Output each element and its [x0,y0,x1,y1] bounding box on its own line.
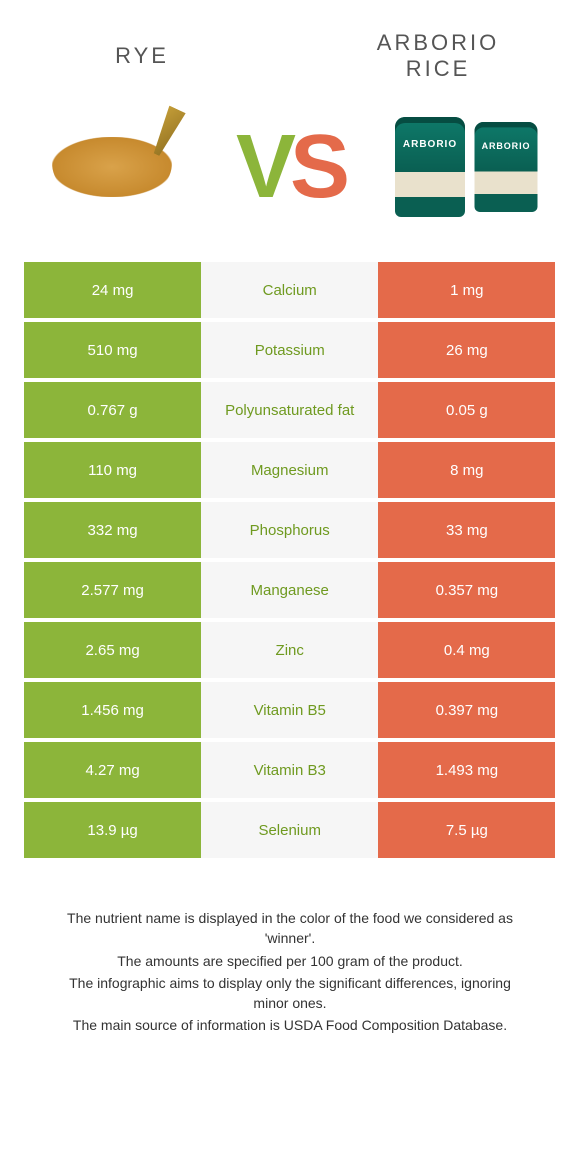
vs-s: S [290,117,344,217]
rice-bag-icon [395,117,465,217]
right-food-title: ARBORIO RICE [348,30,528,82]
nutrient-name: Calcium [201,262,378,318]
table-row: 24 mgCalcium1 mg [24,262,556,318]
table-row: 2.65 mgZinc0.4 mg [24,622,556,678]
vs-label: VS [236,116,344,219]
footnote-line: The main source of information is USDA F… [56,1015,524,1035]
nutrient-name: Potassium [201,322,378,378]
left-value: 2.65 mg [24,622,201,678]
rye-icon [52,137,172,197]
left-value: 24 mg [24,262,201,318]
nutrient-name: Vitamin B3 [201,742,378,798]
nutrient-name: Zinc [201,622,378,678]
footnotes: The nutrient name is displayed in the co… [22,862,558,1036]
right-value: 33 mg [378,502,555,558]
right-value: 0.397 mg [378,682,555,738]
left-value: 4.27 mg [24,742,201,798]
table-row: 1.456 mgVitamin B50.397 mg [24,682,556,738]
right-value: 8 mg [378,442,555,498]
right-value: 7.5 µg [378,802,555,858]
table-row: 2.577 mgManganese0.357 mg [24,562,556,618]
nutrient-name: Phosphorus [201,502,378,558]
titles-row: RYE ARBORIO RICE [22,20,558,102]
left-value: 510 mg [24,322,201,378]
table-row: 110 mgMagnesium8 mg [24,442,556,498]
left-value: 1.456 mg [24,682,201,738]
right-value: 26 mg [378,322,555,378]
left-value: 332 mg [24,502,201,558]
right-value: 1.493 mg [378,742,555,798]
table-row: 332 mgPhosphorus33 mg [24,502,556,558]
table-row: 510 mgPotassium26 mg [24,322,556,378]
left-food-image [32,112,192,222]
right-value: 0.357 mg [378,562,555,618]
right-food-image [388,112,548,222]
right-value: 1 mg [378,262,555,318]
nutrient-name: Vitamin B5 [201,682,378,738]
table-row: 13.9 µgSelenium7.5 µg [24,802,556,858]
left-value: 13.9 µg [24,802,201,858]
rice-bag-icon [475,122,538,212]
footnote-line: The amounts are specified per 100 gram o… [56,951,524,971]
nutrient-name: Magnesium [201,442,378,498]
left-food-title: RYE [52,43,232,69]
nutrient-name: Manganese [201,562,378,618]
right-value: 0.05 g [378,382,555,438]
left-value: 2.577 mg [24,562,201,618]
arborio-icon [395,117,541,217]
comparison-table: 24 mgCalcium1 mg510 mgPotassium26 mg0.76… [24,262,556,858]
table-row: 0.767 gPolyunsaturated fat0.05 g [24,382,556,438]
hero-row: VS [22,102,558,262]
left-value: 110 mg [24,442,201,498]
right-value: 0.4 mg [378,622,555,678]
footnote-line: The infographic aims to display only the… [56,973,524,1014]
footnote-line: The nutrient name is displayed in the co… [56,908,524,949]
vs-v: V [236,117,290,217]
nutrient-name: Polyunsaturated fat [201,382,378,438]
left-value: 0.767 g [24,382,201,438]
table-row: 4.27 mgVitamin B31.493 mg [24,742,556,798]
nutrient-name: Selenium [201,802,378,858]
